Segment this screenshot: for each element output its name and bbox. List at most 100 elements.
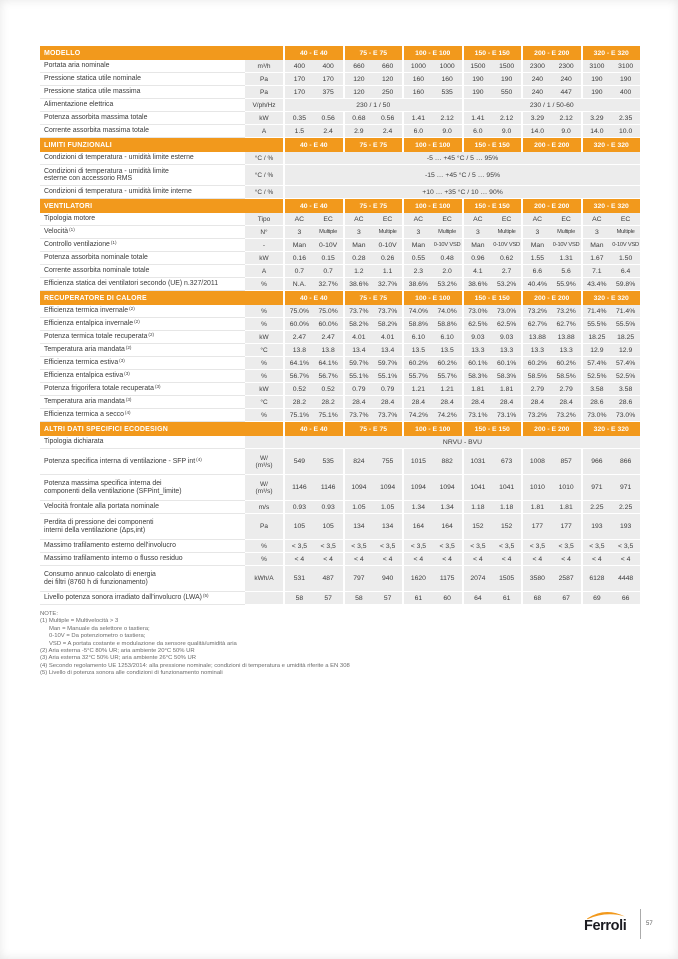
value-cell: 550 <box>500 88 513 96</box>
row-label: Tipologia dichiarata <box>40 436 245 449</box>
value-cell: 0.28 <box>352 254 366 262</box>
value-group: 190 190 <box>580 73 640 86</box>
footnote-ref: (3) <box>124 371 130 376</box>
value-cell: 3 <box>535 228 540 236</box>
value-cell: 53.2% <box>496 280 517 288</box>
unit-cell: kW <box>245 252 283 265</box>
value-cell: Multiple <box>378 229 397 235</box>
value-cell: 53.2% <box>437 280 457 288</box>
row-label: Condizioni di temperatura - umidità limi… <box>40 186 245 199</box>
footnote-ref: (5) <box>202 593 209 598</box>
value-cell: 0.15 <box>321 254 335 262</box>
value-cell: 2.4 <box>323 127 333 135</box>
unit-cell: Pa <box>245 514 283 540</box>
value-group: 58.3% 58.3% <box>461 370 521 383</box>
note-line: 0-10V = Da potenziometro o tastiera; <box>49 633 146 640</box>
value-cell: AC <box>354 215 364 223</box>
unit-cell: m³/h <box>245 60 283 73</box>
value-cell: 0.52 <box>292 385 306 393</box>
value-group: 0.52 0.52 <box>283 383 343 396</box>
value-span: -5 … +45 °C / 5 … 95% <box>283 152 640 165</box>
value-cell: 0.93 <box>292 503 306 511</box>
value-cell: 170 <box>322 75 334 83</box>
value-group: 1041 1041 <box>461 475 521 501</box>
table-row: Massimo trafilamento interno o flusso re… <box>40 553 640 566</box>
note-line: (2) Aria esterna -5°C 80% UR; aria ambie… <box>40 648 195 655</box>
unit-cell: °C / % <box>245 152 283 165</box>
value-span: NRVU - BVU <box>283 436 640 449</box>
unit-cell: % <box>245 318 283 331</box>
value-cell: 13.5 <box>411 346 425 354</box>
unit-cell: - <box>245 239 283 252</box>
value-cell: Multiple <box>616 229 635 235</box>
value-group: 73.0% 73.0% <box>580 409 640 422</box>
value-group: 58.8% 58.8% <box>402 318 462 331</box>
value-group: 1015 882 <box>402 449 462 475</box>
footnote-ref: (3) <box>125 397 132 402</box>
value-group: AC EC <box>342 213 402 226</box>
value-cell: 64.1% <box>318 359 338 367</box>
unit-cell: % <box>245 553 283 566</box>
value-cell: 2.79 <box>559 385 573 393</box>
footnote-ref: (2) <box>129 306 135 311</box>
value-cell: 60.2% <box>527 359 548 367</box>
value-cell: 73.0% <box>615 411 636 419</box>
row-label: Portata aria nominale <box>40 60 245 73</box>
row-label: Potenza assorbita nominale totale <box>40 252 245 265</box>
row-label-text: Efficienza entalpica estiva <box>44 372 124 380</box>
row-label-text: Tipologia dichiarata <box>44 438 104 446</box>
value-group: 160 535 <box>402 86 462 99</box>
value-cell: Multiple <box>497 229 516 235</box>
value-cell: 6128 <box>589 575 605 582</box>
value-cell: 75.0% <box>289 307 310 315</box>
value-span: 230 / 1 / 50-60 <box>461 99 640 112</box>
value-cell: 74.0% <box>437 307 457 315</box>
section-title: RECUPERATORE DI CALORE <box>40 291 283 305</box>
value-cell: < 4 <box>294 555 305 563</box>
value-cell: < 3,5 <box>379 542 396 550</box>
value-cell: 0.26 <box>381 254 395 262</box>
value-cell: 190 <box>591 75 603 83</box>
model-header: 40 - E 40 <box>283 291 343 305</box>
value-group: 64 61 <box>461 592 521 605</box>
footnote-ref: (4) <box>196 456 202 462</box>
value-cell: 1.81 <box>530 503 544 511</box>
value-cell: 2074 <box>470 575 486 582</box>
value-group: 549 535 <box>283 449 343 475</box>
value-cell: 1.5 <box>294 127 305 135</box>
table-row: Efficienza entalpica invernale (2)% 60.0% 6… <box>40 318 640 331</box>
value-cell: < 4 <box>473 555 483 563</box>
value-cell: 1.1 <box>382 267 393 275</box>
row-label: Consumo annuo calcolato di energia dei f… <box>40 566 245 592</box>
row-label: Tipologia motore <box>40 213 245 226</box>
value-group: 28.4 28.4 <box>342 396 402 409</box>
value-group: 170 375 <box>283 86 343 99</box>
row-label-text: Efficienza entalpica invernale <box>44 320 134 328</box>
model-header: 100 - E 100 <box>402 422 462 436</box>
value-group: 13.4 13.4 <box>342 344 402 357</box>
value-group: 12.9 12.9 <box>580 344 640 357</box>
value-cell: 660 <box>381 62 394 70</box>
value-cell: < 4 <box>501 555 512 563</box>
value-group: Man 0-10V <box>283 239 343 252</box>
value-cell: 0.56 <box>321 114 335 122</box>
row-label-text: Corrente assorbita massima totale <box>44 127 149 135</box>
value-cell: 0.68 <box>352 114 366 122</box>
value-group: 58 57 <box>342 592 402 605</box>
value-cell: 73.2% <box>527 411 548 419</box>
value-cell: 2300 <box>558 62 574 70</box>
value-cell: 60.2% <box>408 359 429 367</box>
value-group: 0.96 0.62 <box>461 252 521 265</box>
value-group: 73.2% 73.2% <box>521 305 581 318</box>
value-cell: 755 <box>381 458 394 465</box>
section-title: LIMITI FUNZIONALI <box>40 138 283 152</box>
table-row: Tipologia dichiarata NRVU - BVU <box>40 436 640 449</box>
value-group: 3 Multiple <box>580 226 640 239</box>
unit-cell: % <box>245 409 283 422</box>
value-group: 3.58 3.58 <box>580 383 640 396</box>
model-header: 320 - E 320 <box>580 422 640 436</box>
value-cell: 60.2% <box>437 359 457 367</box>
value-cell: 18.25 <box>617 333 635 341</box>
model-header: 200 - E 200 <box>521 422 581 436</box>
model-header: 75 - E 75 <box>342 138 402 152</box>
